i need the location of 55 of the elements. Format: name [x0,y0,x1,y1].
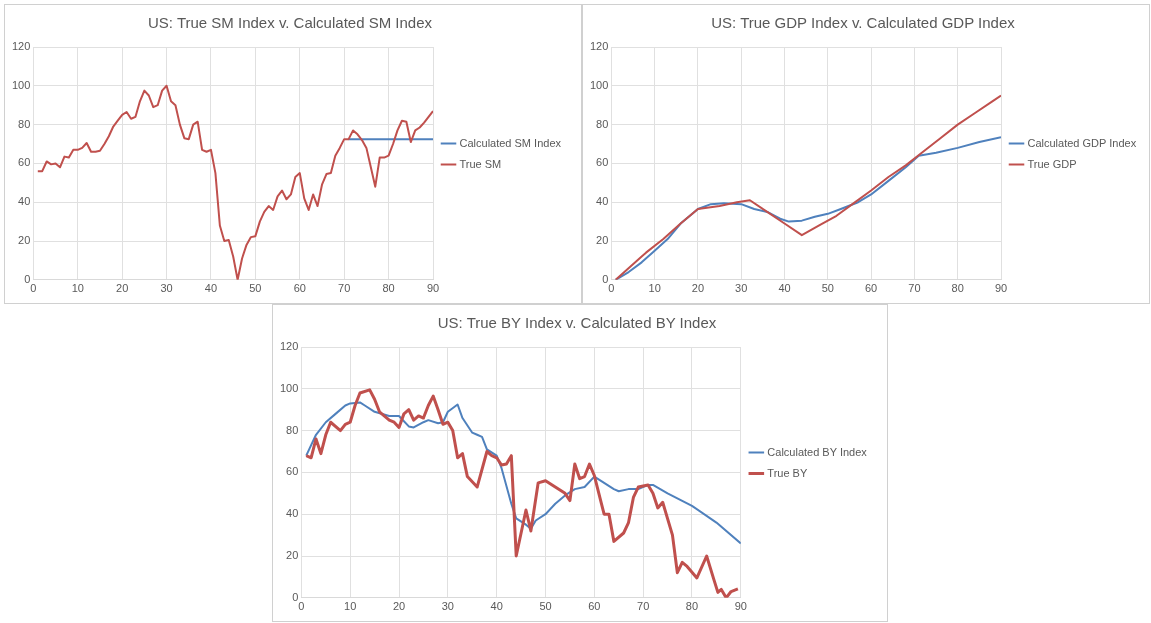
x-tick-label: 70 [338,282,351,295]
legend-label: True GDP [1027,157,1077,170]
y-tick-label: 100 [11,78,31,91]
x-tick-label: 30 [735,282,748,295]
x-tick-label: 50 [249,282,262,295]
y-tick-label: 60 [18,156,31,169]
y-tick-label: 40 [596,195,609,208]
y-tick-label: 80 [596,117,609,130]
x-tick-label: 50 [821,282,834,295]
y-tick-label: 60 [596,156,609,169]
x-tick-label: 10 [648,282,661,295]
y-tick-label: 20 [596,234,609,247]
x-tick-label: 80 [951,282,964,295]
x-tick-label: 70 [637,600,650,613]
chart-title: US: True SM Index v. Calculated SM Index [147,14,433,32]
y-tick-label: 20 [286,549,299,562]
y-tick-label: 120 [279,340,299,353]
x-tick-label: 30 [441,600,454,613]
x-tick-label: 20 [691,282,705,295]
y-tick-label: 0 [602,272,609,285]
y-tick-label: 120 [11,40,31,53]
y-tick-label: 40 [286,507,299,520]
y-tick-label: 120 [589,40,609,53]
x-tick-label: 90 [734,600,747,613]
y-tick-label: 100 [279,381,299,394]
y-tick-label: 100 [589,78,609,91]
x-tick-label: 90 [994,282,1008,295]
legend-label: Calculated SM Index [459,136,562,149]
legend-label: Calculated GDP Index [1027,136,1137,149]
x-tick-label: 10 [71,282,84,295]
x-tick-label: 90 [426,282,440,295]
x-tick-label: 20 [116,282,129,295]
chart-title: US: True BY Index v. Calculated BY Index [437,314,717,332]
x-tick-label: 40 [490,600,503,613]
x-tick-label: 80 [685,600,699,613]
x-tick-label: 30 [160,282,173,295]
legend-label: True SM [459,157,502,170]
x-tick-label: 80 [382,282,395,295]
y-tick-label: 80 [286,423,299,436]
y-tick-label: 20 [18,234,31,247]
legend-label: True BY [767,466,808,479]
x-tick-label: 50 [539,600,552,613]
y-tick-label: 60 [286,465,299,478]
x-tick-label: 40 [204,282,218,295]
x-tick-label: 40 [778,282,791,295]
x-tick-label: 20 [392,600,406,613]
y-tick-label: 40 [18,195,31,208]
x-tick-label: 70 [908,282,921,295]
chart-title: US: True GDP Index v. Calculated GDP Index [711,14,1016,32]
y-tick-label: 0 [24,272,31,285]
x-tick-label: 60 [864,282,878,295]
y-tick-label: 80 [18,117,31,130]
y-tick-label: 0 [292,590,299,603]
x-tick-label: 10 [344,600,357,613]
legend-label: Calculated BY Index [767,445,868,458]
